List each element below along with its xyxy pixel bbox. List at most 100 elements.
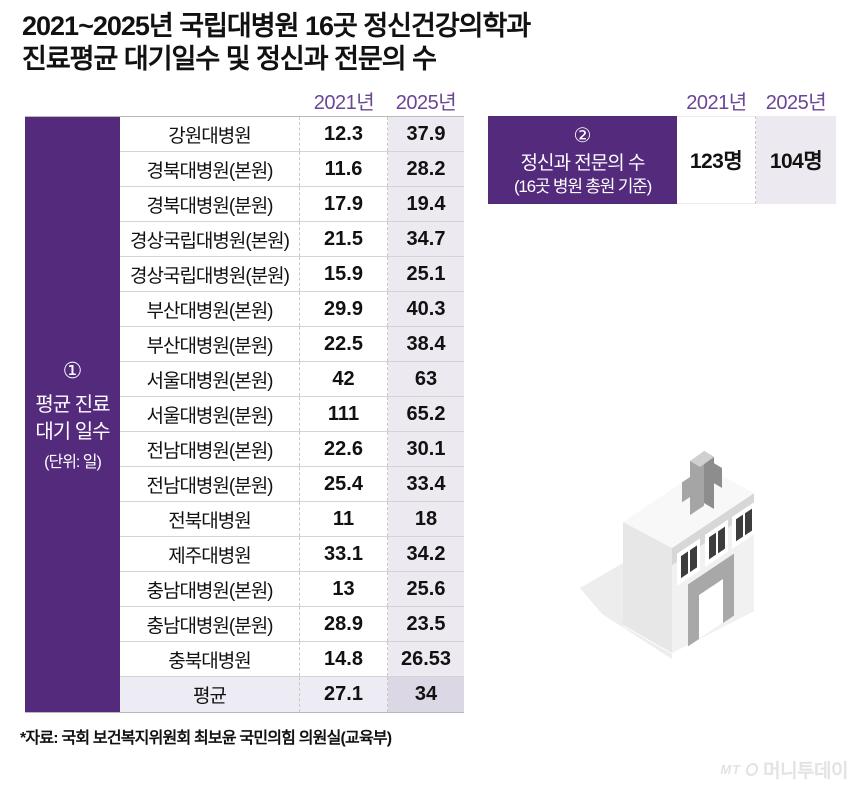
wait-days-2025: 65.2 [388, 397, 464, 431]
hospital-name: 전북대병원 [120, 502, 300, 536]
wait-days-2021: 25.4 [300, 467, 388, 501]
label-number-1: ① [62, 357, 83, 383]
table-row: 충남대병원(본원) 13 25.6 [120, 572, 464, 607]
hospital-name: 서울대병원(분원) [120, 397, 300, 431]
mt-logo-text: MT [720, 762, 742, 777]
table-row: 충북대병원 14.8 26.53 [120, 642, 464, 677]
wait-days-2021: 17.9 [300, 187, 388, 221]
wait-days-2021: 33.1 [300, 537, 388, 571]
wait-days-2025: 18 [388, 502, 464, 536]
table-row: 전북대병원 11 18 [120, 502, 464, 537]
hospital-name: 부산대병원(분원) [120, 327, 300, 361]
wait-days-2025: 25.1 [388, 257, 464, 291]
label-unit: (단위: 일) [44, 453, 102, 471]
wait-days-2025: 38.4 [388, 327, 464, 361]
table-row: 강원대병원 12.3 37.9 [120, 117, 464, 152]
column-header-2021: 2021년 [313, 92, 375, 114]
source-footnote: *자료: 국회 보건복지위원회 최보윤 국민의힘 의원실(교육부) [20, 730, 392, 747]
wait-days-2025: 26.53 [388, 642, 464, 676]
hospital-name: 제주대병원 [120, 537, 300, 571]
average-row: 평균 27.1 34 [120, 677, 464, 712]
table-row: 경상국립대병원(본원) 21.5 34.7 [120, 222, 464, 257]
wait-days-2021: 29.9 [300, 292, 388, 326]
wait-days-2021: 22.5 [300, 327, 388, 361]
page-title: 2021~2025년 국립대병원 16곳 정신건강의학과 진료평균 대기일수 및… [22, 10, 622, 76]
specialists-column-headers: 2021년 2025년 [488, 86, 836, 116]
wait-table-rows: 강원대병원 12.3 37.9 경북대병원(본원) 11.6 28.2 경북대병원(분원) 1… [120, 117, 464, 712]
wait-days-2025: 34.2 [388, 537, 464, 571]
table-row: 서울대병원(분원) 111 65.2 [120, 397, 464, 432]
hospital-name: 강원대병원 [120, 117, 300, 151]
table-row: 전남대병원(분원) 25.4 33.4 [120, 467, 464, 502]
hospital-name: 충북대병원 [120, 642, 300, 676]
wait-days-2021: 13 [300, 572, 388, 606]
wait-days-2025: 25.6 [388, 572, 464, 606]
wait-days-2025: 37.9 [388, 117, 464, 151]
label-line-1: 정신과 전문의 수 [520, 152, 646, 174]
wait-days-2021: 14.8 [300, 642, 388, 676]
hospital-name: 경북대병원(본원) [120, 152, 300, 186]
label-line-2: 대기 일수 [35, 420, 110, 443]
table-row: 충남대병원(분원) 28.9 23.5 [120, 607, 464, 642]
wait-days-2021: 11 [300, 502, 388, 536]
column-header-2021: 2021년 [686, 92, 747, 114]
specialists-value-2021: 123명 [677, 116, 756, 204]
wait-days-2021: 28.9 [300, 607, 388, 641]
table-row: 부산대병원(분원) 22.5 38.4 [120, 327, 464, 362]
moneytoday-watermark: MT 머니투데이 [690, 756, 848, 783]
watermark-name: 머니투데이 [763, 761, 848, 782]
wait-days-2025: 40.3 [388, 292, 464, 326]
wait-days-2021: 42 [300, 362, 388, 396]
moneytoday-logo-icon [744, 763, 760, 776]
building-entrance [688, 553, 734, 647]
table-row: 전남대병원(본원) 22.6 30.1 [120, 432, 464, 467]
wait-table-side-label: ① 평균 진료 대기 일수 (단위: 일) [25, 117, 120, 712]
hospital-name: 경북대병원(분원) [120, 187, 300, 221]
specialists-side-label: ② 정신과 전문의 수 (16곳 병원 총원 기준) [488, 116, 677, 204]
table-row: 제주대병원 33.1 34.2 [120, 537, 464, 572]
table-row: 부산대병원(본원) 29.9 40.3 [120, 292, 464, 327]
wait-days-2021: 27.1 [300, 677, 388, 712]
hospital-name: 전남대병원(본원) [120, 432, 300, 466]
wait-days-2021: 11.6 [300, 152, 388, 186]
label-line-1: 평균 진료 [35, 393, 110, 416]
wait-table-column-headers: 2021년 2025년 [25, 86, 464, 116]
table-row: 경북대병원(분원) 17.9 19.4 [120, 187, 464, 222]
wait-days-2025: 33.4 [388, 467, 464, 501]
hospital-name: 경상국립대병원(분원) [120, 257, 300, 291]
hospital-name: 충남대병원(본원) [120, 572, 300, 606]
cross-arm-side [712, 462, 722, 488]
wait-days-2025: 23.5 [388, 607, 464, 641]
wait-days-2021: 22.6 [300, 432, 388, 466]
wait-days-2025: 63 [388, 362, 464, 396]
hospital-name: 전남대병원(분원) [120, 467, 300, 501]
wait-days-2025: 28.2 [388, 152, 464, 186]
wait-days-2021: 15.9 [300, 257, 388, 291]
column-header-2025: 2025년 [765, 92, 827, 114]
cross-side-right [704, 451, 714, 509]
building-left-face [623, 522, 672, 653]
building-shadow [580, 563, 672, 659]
hospital-name: 부산대병원(본원) [120, 292, 300, 326]
wait-days-2025: 30.1 [388, 432, 464, 466]
hospital-name: 평균 [120, 677, 300, 712]
wait-days-table: 2021년 2025년 ① 평균 진료 대기 일수 (단위: 일) 강원대병원 1… [25, 86, 464, 713]
table-row: 경북대병원(본원) 11.6 28.2 [120, 152, 464, 187]
wait-days-2025: 34 [388, 677, 464, 712]
title-line-1: 2021~2025년 국립대병원 16곳 정신건강의학과 [22, 11, 531, 41]
title-line-2: 진료평균 대기일수 및 정신과 전문의 수 [22, 44, 437, 74]
specialists-value-2025: 104명 [756, 116, 836, 204]
label-line-2: (16곳 병원 총원 기준) [513, 176, 652, 196]
wait-days-2021: 111 [300, 397, 388, 431]
hospital-name: 경상국립대병원(본원) [120, 222, 300, 256]
wait-days-2021: 12.3 [300, 117, 388, 151]
specialists-table: 2021년 2025년 ② 정신과 전문의 수 (16곳 병원 총원 기준) 1… [488, 86, 836, 204]
hospital-name: 서울대병원(본원) [120, 362, 300, 396]
table-row: 경상국립대병원(분원) 15.9 25.1 [120, 257, 464, 292]
wait-days-2025: 19.4 [388, 187, 464, 221]
label-number-2: ② [573, 124, 592, 147]
table-row: 서울대병원(본원) 42 63 [120, 362, 464, 397]
hospital-name: 충남대병원(분원) [120, 607, 300, 641]
wait-days-2025: 34.7 [388, 222, 464, 256]
wait-days-2021: 21.5 [300, 222, 388, 256]
